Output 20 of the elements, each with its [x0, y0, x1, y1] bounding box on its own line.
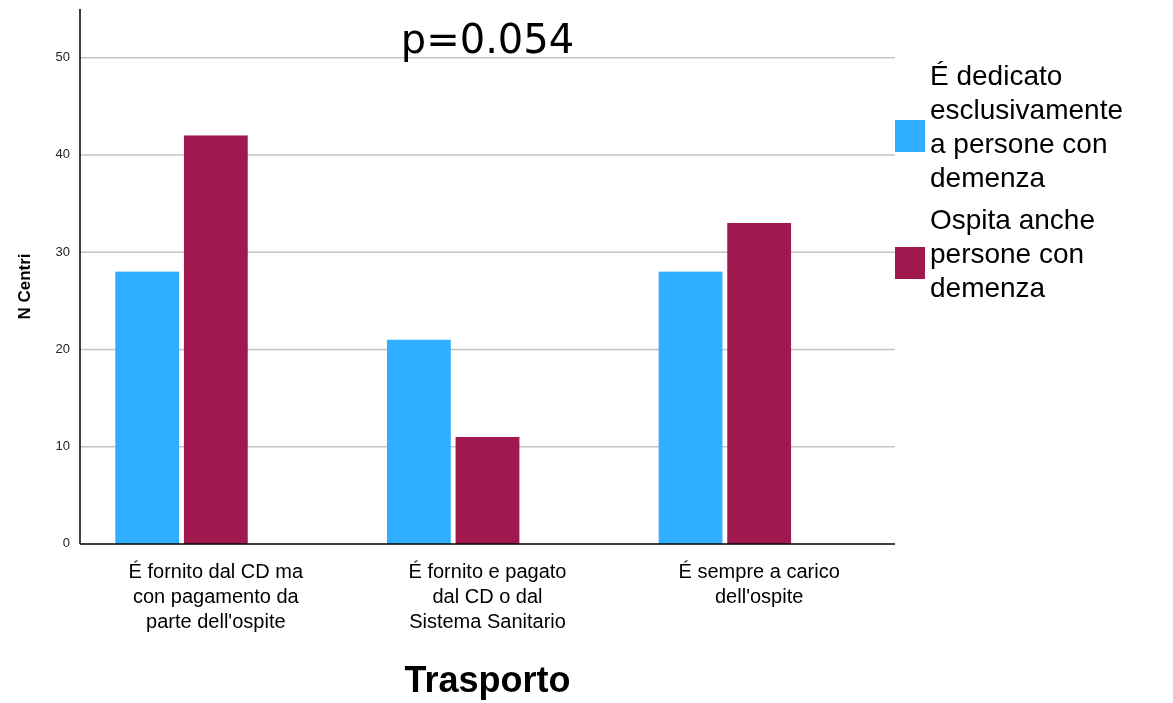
legend-label: É dedicato esclusivamente a persone con demenza [930, 60, 1123, 193]
x-tick-label: É fornito e pagato dal CD o dal Sistema Sanitario [408, 560, 567, 632]
y-tick-label: 10 [55, 438, 70, 454]
bar [455, 437, 520, 544]
bar [658, 271, 723, 544]
y-tick-label: 30 [55, 243, 70, 259]
x-axis-title: Trasporto [404, 659, 571, 700]
y-tick-label: 40 [55, 146, 70, 162]
legend-label: Ospita anche persone con demenza [930, 204, 1095, 303]
y-tick-label: 50 [55, 49, 70, 65]
x-tick-label: É fornito dal CD ma con pagamento da parte dell'ospite [128, 560, 304, 632]
y-tick-label: 20 [55, 340, 70, 356]
bar [115, 271, 180, 544]
x-tick-label: É sempre a carico dell'ospite [678, 560, 840, 607]
bar [386, 339, 451, 544]
annotation: p=0.054 [400, 16, 575, 62]
y-axis-title: N Centri [15, 253, 34, 320]
bar [727, 223, 792, 544]
y-tick-label: 0 [62, 535, 70, 551]
bar [183, 135, 248, 544]
